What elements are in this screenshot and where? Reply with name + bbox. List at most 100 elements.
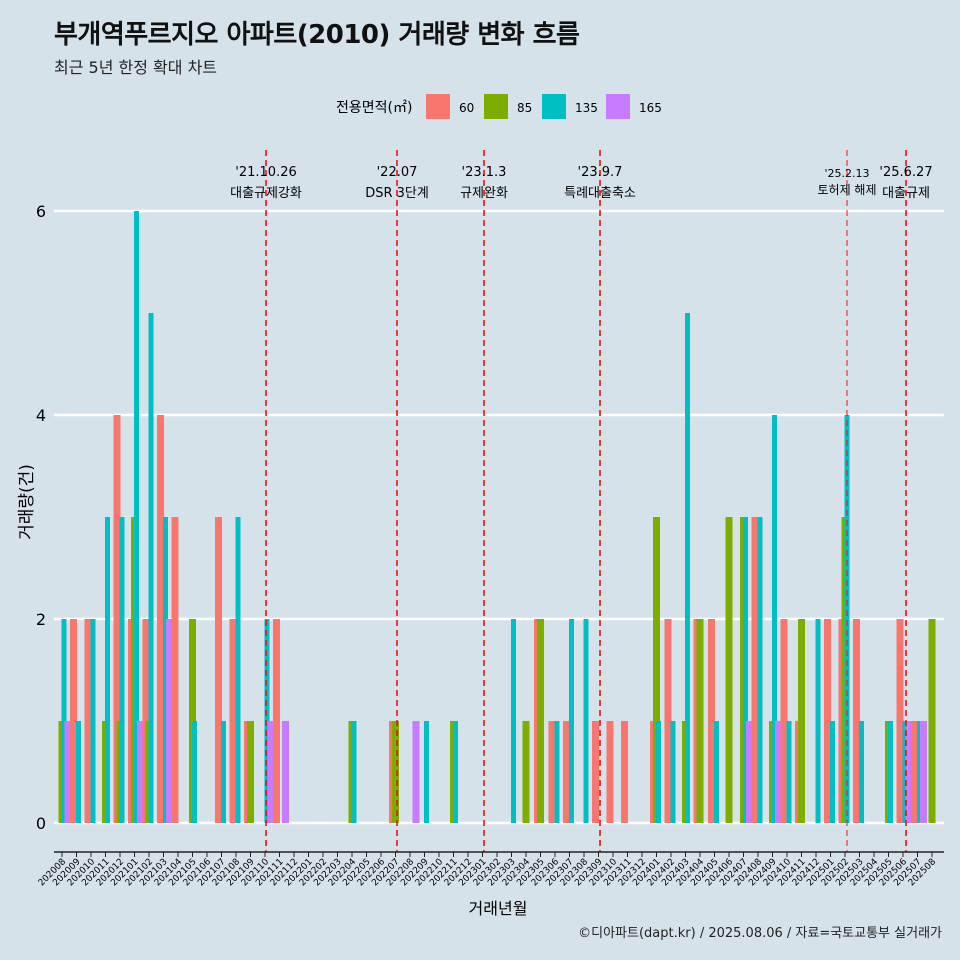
legend-swatch-165 xyxy=(606,94,630,119)
bar-202402-60 xyxy=(664,619,672,823)
bar-202501-135 xyxy=(830,721,835,823)
event-label-202207: DSR 3단계 xyxy=(365,186,429,201)
bar-202304-85 xyxy=(522,721,530,823)
bar-202506-60 xyxy=(896,619,904,823)
bar-202306-135 xyxy=(554,721,560,823)
bar-202502-135 xyxy=(844,415,850,823)
bar-202011-135 xyxy=(105,517,110,823)
bar-202507-135 xyxy=(917,721,922,823)
bar-202507-60 xyxy=(911,721,918,823)
footer-credit: ©디아파트(dapt.kr) / 2025.08.06 / 자료=국토교통부 실… xyxy=(578,926,942,941)
bar-202108-135 xyxy=(235,517,241,823)
bar-202012-135 xyxy=(119,517,125,823)
event-date-202110: '21.10.26 xyxy=(235,165,296,180)
bar-202501-60 xyxy=(824,619,831,823)
bar-202307-60 xyxy=(563,721,570,823)
legend-title: 전용면적(㎡) xyxy=(336,100,412,116)
bar-202401-85 xyxy=(653,517,660,823)
event-date-202309: '23.9.7 xyxy=(578,165,623,180)
bar-202403-135 xyxy=(685,313,690,823)
bar-202409-135 xyxy=(772,415,777,823)
bar-202310-60 xyxy=(606,721,614,823)
legend: 전용면적(㎡) 60 85 135 165 xyxy=(336,94,662,119)
legend-swatch-60 xyxy=(426,94,450,119)
bar-202103-135 xyxy=(163,517,168,823)
bar-202503-135 xyxy=(859,721,864,823)
event-label-202301: 규제완화 xyxy=(460,186,508,201)
y-tick-label: 6 xyxy=(36,202,46,221)
legend-swatch-85 xyxy=(484,94,508,119)
bar-202103-60 xyxy=(157,415,164,823)
y-axis-label: 거래량(건) xyxy=(17,464,37,540)
bar-202411-85 xyxy=(798,619,805,823)
bar-202209-135 xyxy=(424,721,429,823)
bar-202406-85 xyxy=(725,517,733,823)
bar-202503-60 xyxy=(853,619,860,823)
event-label-202506: 대출규제 xyxy=(882,186,930,201)
y-tick-label: 2 xyxy=(36,610,46,629)
event-date-202301: '23.1.3 xyxy=(462,165,507,180)
bar-202307-135 xyxy=(569,619,574,823)
legend-label-165: 165 xyxy=(639,101,662,115)
event-date-202506: '25.6.27 xyxy=(879,165,932,180)
bar-202111-60 xyxy=(273,619,280,823)
bar-202101-165 xyxy=(137,721,144,823)
bar-202010-60 xyxy=(84,619,92,823)
bar-202404-85 xyxy=(696,619,704,823)
bar-202505-135 xyxy=(888,721,893,823)
axes: 2020082020092020102020112020122021012021… xyxy=(37,851,944,888)
bar-202008-135 xyxy=(61,619,67,823)
event-lines: '21.10.26 대출규제강화 '22.07 DSR 3단계 '23.1.3 규제완화 '… xyxy=(230,150,933,852)
event-label-202502: 토허제 해제 xyxy=(817,183,876,197)
bar-202408-135 xyxy=(757,517,763,823)
bar-202012-60 xyxy=(113,415,121,823)
bar-202410-135 xyxy=(786,721,792,823)
bar-202402-135 xyxy=(670,721,676,823)
bar-202407-165 xyxy=(746,721,753,823)
y-tick-label: 4 xyxy=(36,406,46,425)
bar-202407-135 xyxy=(743,517,748,823)
bar-202111-165 xyxy=(282,721,289,823)
bar-202208-165 xyxy=(412,721,420,823)
bar-202110-165 xyxy=(267,721,275,823)
y-tick-label: 0 xyxy=(36,814,46,833)
bar-202308-135 xyxy=(583,619,589,823)
bar-202412-135 xyxy=(815,619,821,823)
bar-202101-135 xyxy=(134,211,139,823)
bar-202010-135 xyxy=(90,619,96,823)
bar-202102-135 xyxy=(148,313,154,823)
bar-202409-165 xyxy=(775,721,782,823)
chart-title: 부개역푸르지오 아파트(2010) 거래량 변화 흐름 xyxy=(54,20,580,50)
bar-202306-60 xyxy=(548,721,556,823)
bar-202405-135 xyxy=(714,721,719,823)
bar-202105-135 xyxy=(192,721,197,823)
bar-202207-85 xyxy=(392,721,399,823)
event-date-202207: '22.07 xyxy=(377,165,418,180)
bar-202309-60 xyxy=(592,721,599,823)
bar-202108-60 xyxy=(229,619,237,823)
bar-202305-85 xyxy=(537,619,544,823)
event-label-202309: 특례대출축소 xyxy=(564,186,636,201)
bar-202405-60 xyxy=(708,619,715,823)
event-label-202110: 대출규제강화 xyxy=(230,186,302,201)
legend-swatch-135 xyxy=(542,94,566,119)
bar-202401-135 xyxy=(656,721,661,823)
chart-subtitle: 최근 5년 한정 확대 차트 xyxy=(54,58,218,77)
bar-202408-60 xyxy=(751,517,759,823)
bar-202204-135 xyxy=(351,721,357,823)
bar-202303-135 xyxy=(511,619,516,823)
bars xyxy=(58,211,936,823)
x-axis-label: 거래년월 xyxy=(469,899,528,918)
bar-202109-85 xyxy=(247,721,254,823)
bar-202009-60 xyxy=(70,619,77,823)
legend-label-60: 60 xyxy=(459,101,474,115)
bar-202104-60 xyxy=(171,517,179,823)
bar-202009-135 xyxy=(76,721,81,823)
bar-202508-85 xyxy=(928,619,936,823)
event-date-202502: '25.2.13 xyxy=(824,167,869,180)
bar-202107-135 xyxy=(221,721,226,823)
legend-label-85: 85 xyxy=(517,101,532,115)
bar-202506-165 xyxy=(905,721,913,823)
bar-202103-165 xyxy=(166,619,173,823)
